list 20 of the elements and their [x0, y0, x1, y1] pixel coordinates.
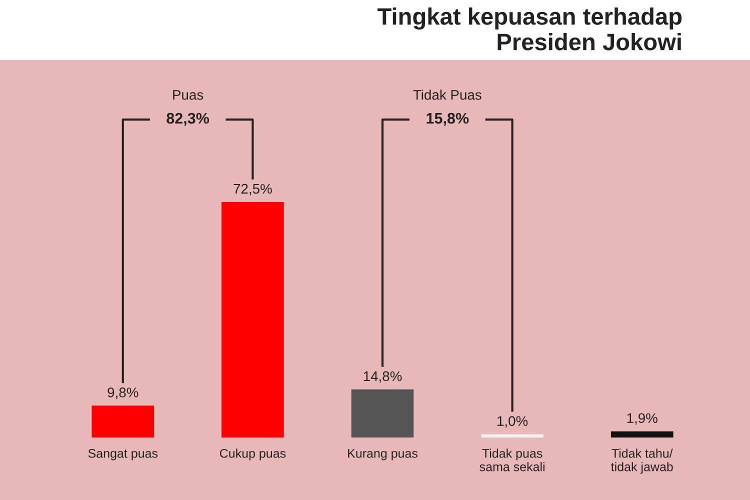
- text: Puas: [173, 90, 204, 100]
- text: 15,8%: [426, 112, 469, 126]
- bar: [92, 406, 154, 438]
- bar: [351, 389, 414, 438]
- text: Tidak Puas: [413, 90, 482, 100]
- x-tick-label: Sangat puas: [88, 448, 158, 460]
- bar: [481, 434, 544, 438]
- chart-title: Tingkat kepuasan terhadap Presiden Jokowi: [377, 8, 682, 50]
- x-tick-label: Tidak tahu/ tidak jawab: [611, 448, 673, 474]
- bar: [222, 202, 284, 438]
- data-label: 1,0%: [498, 416, 528, 428]
- x-tick-label: Tidak puas sama sekali: [480, 448, 544, 472]
- bar: [610, 431, 674, 438]
- data-label: 14,8%: [364, 371, 402, 383]
- x-tick-label: Kurang puas: [348, 449, 418, 460]
- data-label: 9,8%: [108, 388, 138, 400]
- text: 82,3%: [166, 112, 210, 126]
- data-label: 72,5%: [234, 184, 272, 196]
- data-label: 1,9%: [627, 413, 658, 425]
- x-tick-label: Cukup puas: [220, 448, 286, 460]
